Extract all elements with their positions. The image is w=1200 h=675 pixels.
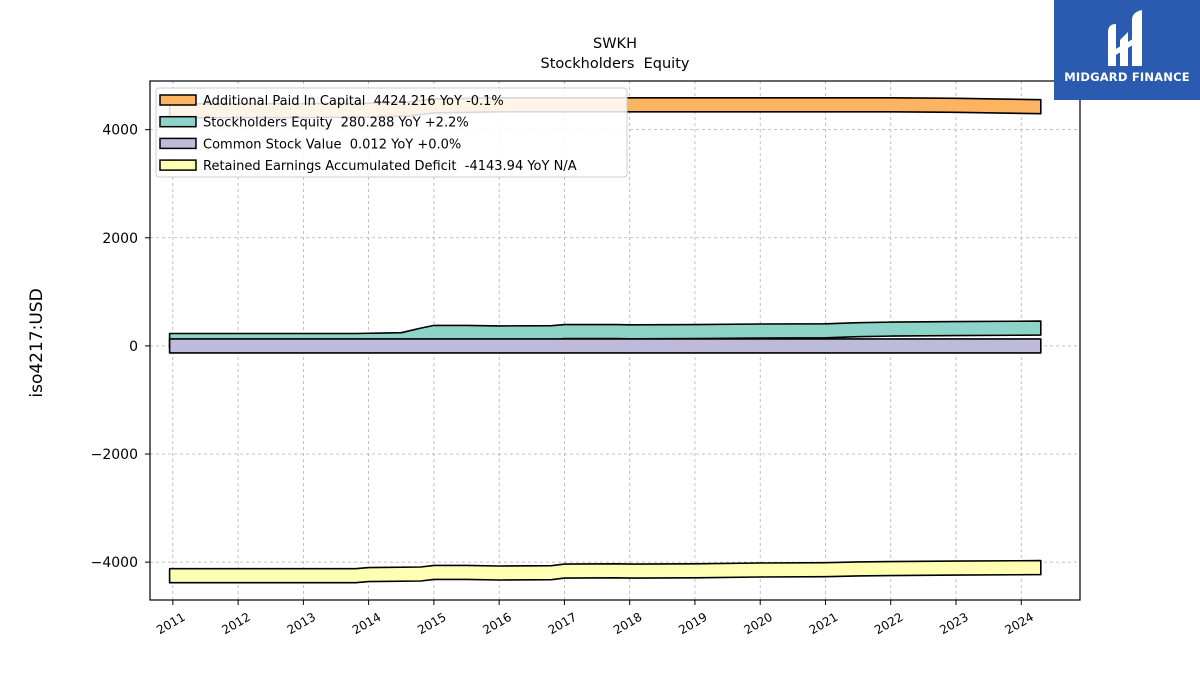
x-tick-label: 2023 [937, 610, 970, 637]
brand-logo: MIDGARD FINANCE [1054, 0, 1200, 100]
y-axis: −4000 −2000 0 2000 4000 [91, 123, 150, 571]
y-axis-label: iso4217:USD [27, 288, 47, 397]
legend: Additional Paid In Capital 4424.216 YoY … [155, 87, 628, 178]
legend-swatch-1 [159, 115, 197, 128]
x-tick-label: 2020 [741, 610, 774, 637]
x-tick-label: 2016 [480, 610, 513, 637]
x-tick-label: 2018 [611, 610, 644, 637]
x-tick-label: 2021 [807, 610, 840, 637]
legend-box [155, 87, 628, 178]
series-area-2 [168, 338, 1042, 354]
x-axis: 2011 2012 2013 2014 2015 2016 2017 2018 2019 2020… [154, 600, 1036, 637]
legend-label-2: Common Stock Value 0.012 YoY +0.0% [203, 137, 461, 152]
brand-name: MIDGARD FINANCE [1064, 70, 1190, 84]
x-tick-label: 2011 [154, 610, 187, 637]
y-tick-label: −4000 [91, 555, 138, 571]
legend-swatch-2 [159, 137, 197, 150]
plot-frame [149, 80, 1081, 601]
x-tick-label: 2013 [285, 610, 318, 637]
legend-label-1: Stockholders Equity 280.288 YoY +2.2% [203, 116, 469, 131]
x-tick-label: 2019 [676, 610, 709, 637]
y-tick-label: 4000 [102, 123, 138, 139]
midgard-logo-icon [1108, 10, 1142, 66]
legend-label-3: Retained Earnings Accumulated Deficit -4… [203, 159, 577, 174]
legend-swatch-0 [159, 94, 197, 106]
x-tick-label: 2017 [546, 610, 579, 637]
x-tick-label: 2015 [415, 610, 448, 637]
x-tick-label: 2024 [1003, 610, 1036, 637]
x-tick-label: 2022 [872, 610, 905, 637]
chart-title: SWKH [593, 36, 637, 52]
x-tick-label: 2012 [219, 610, 252, 637]
y-tick-label: 2000 [102, 231, 138, 247]
legend-swatch-3 [159, 159, 197, 171]
y-tick-label: −2000 [91, 447, 138, 463]
series-area-3 [168, 559, 1042, 584]
chart-subtitle: Stockholders Equity [541, 56, 690, 72]
y-tick-label: 0 [129, 339, 138, 355]
legend-label-0: Additional Paid In Capital 4424.216 YoY … [203, 94, 504, 109]
x-tick-label: 2014 [350, 610, 383, 637]
